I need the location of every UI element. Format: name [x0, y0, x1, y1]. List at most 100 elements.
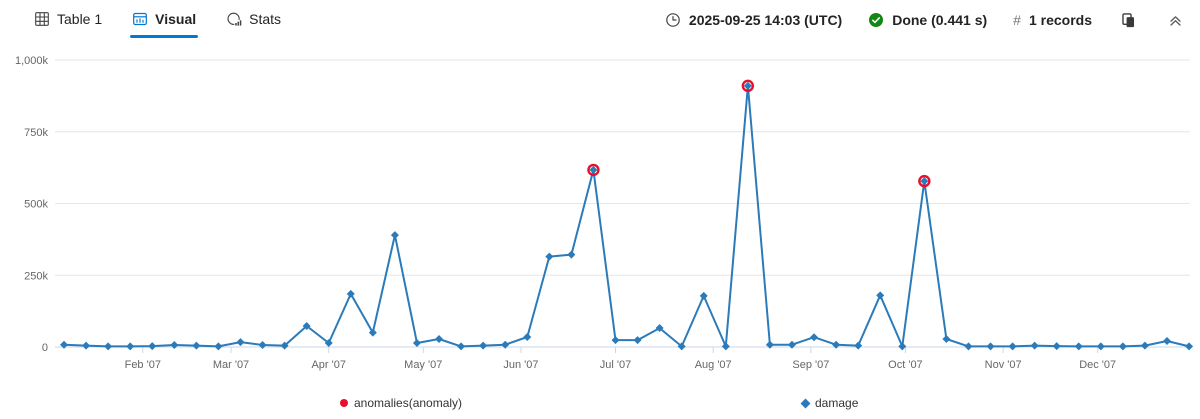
x-axis-label: Jun '07 — [503, 359, 538, 371]
data-point-marker[interactable] — [1118, 342, 1127, 351]
data-point-marker[interactable] — [1096, 342, 1105, 351]
legend-item-anomalies[interactable]: anomalies(anomaly) — [340, 396, 462, 410]
data-point-marker[interactable] — [170, 340, 179, 349]
data-point-marker[interactable] — [655, 324, 664, 333]
data-point-marker[interactable] — [942, 334, 951, 343]
clock-icon — [665, 12, 681, 28]
data-point-marker[interactable] — [1185, 342, 1194, 351]
table-grid-icon — [34, 11, 50, 27]
data-point-marker[interactable] — [589, 165, 598, 174]
tab-table1-label: Table 1 — [57, 11, 103, 27]
success-check-icon — [868, 12, 884, 28]
data-point-marker[interactable] — [876, 291, 885, 300]
data-point-marker[interactable] — [302, 322, 311, 331]
data-point-marker[interactable] — [1052, 342, 1061, 351]
x-axis-label: Dec '07 — [1079, 359, 1116, 371]
data-point-marker[interactable] — [810, 333, 819, 342]
data-point-marker[interactable] — [214, 342, 223, 351]
data-point-marker[interactable] — [258, 340, 267, 349]
y-axis-label: 500k — [24, 199, 48, 211]
anomaly-marker[interactable] — [918, 174, 931, 188]
visual-chart-icon — [132, 11, 148, 27]
data-point-marker[interactable] — [148, 342, 157, 351]
data-point-marker[interactable] — [832, 340, 841, 349]
data-point-marker[interactable] — [765, 340, 774, 349]
data-point-marker[interactable] — [457, 342, 466, 351]
data-point-marker[interactable] — [390, 231, 399, 240]
data-point-marker[interactable] — [126, 342, 135, 351]
x-axis-label: Oct '07 — [888, 359, 923, 371]
data-point-marker[interactable] — [898, 342, 907, 351]
record-count-text: 1 records — [1028, 12, 1092, 28]
collapse-panel-button[interactable] — [1165, 10, 1186, 31]
query-timestamp: 2025-09-25 14:03 (UTC) — [665, 12, 842, 28]
data-point-marker[interactable] — [479, 341, 488, 350]
data-point-marker[interactable] — [743, 81, 752, 90]
x-axis-label: Feb '07 — [125, 359, 161, 371]
data-point-marker[interactable] — [854, 341, 863, 350]
data-point-marker[interactable] — [60, 340, 68, 349]
legend-item-damage[interactable]: damage — [800, 396, 859, 410]
damage-legend-marker — [800, 398, 811, 408]
data-point-marker[interactable] — [1140, 341, 1149, 350]
data-point-marker[interactable] — [346, 289, 355, 298]
data-point-marker[interactable] — [567, 250, 576, 259]
x-axis-label: Jul '07 — [600, 359, 631, 371]
stats-icon — [226, 11, 242, 27]
tab-table1[interactable]: Table 1 — [32, 1, 104, 39]
data-point-marker[interactable] — [192, 341, 201, 350]
data-point-marker[interactable] — [677, 342, 686, 351]
query-timestamp-text: 2025-09-25 14:03 (UTC) — [688, 12, 843, 28]
data-point-marker[interactable] — [545, 252, 554, 261]
tab-stats[interactable]: Stats — [224, 1, 283, 39]
data-point-marker[interactable] — [1074, 342, 1083, 351]
results-tabs: Table 1 Visual — [32, 1, 283, 39]
damage-series-line — [63, 84, 1190, 348]
hash-icon: # — [1013, 12, 1021, 28]
data-point-marker[interactable] — [82, 341, 91, 350]
data-point-marker[interactable] — [236, 338, 245, 347]
data-point-marker[interactable] — [721, 342, 730, 351]
anomaly-legend-label: anomalies(anomaly) — [354, 396, 463, 410]
data-point-marker[interactable] — [501, 340, 510, 349]
data-point-marker[interactable] — [324, 338, 333, 347]
data-point-marker[interactable] — [920, 177, 929, 186]
data-point-marker[interactable] — [435, 334, 444, 343]
data-point-marker[interactable] — [412, 338, 421, 347]
data-point-marker[interactable] — [633, 336, 642, 345]
data-point-marker[interactable] — [368, 328, 377, 337]
data-point-marker[interactable] — [1008, 342, 1017, 351]
damage-legend-label: damage — [815, 396, 859, 410]
x-axis-label: Apr '07 — [311, 359, 346, 371]
x-axis-label: Mar '07 — [213, 359, 249, 371]
y-axis-label: 750k — [24, 127, 48, 139]
copy-results-button[interactable] — [1118, 10, 1139, 31]
y-axis-label: 250k — [24, 270, 48, 282]
data-point-marker[interactable] — [523, 332, 532, 341]
anomaly-marker[interactable] — [587, 163, 600, 177]
tab-visual-label: Visual — [155, 11, 197, 27]
data-point-marker[interactable] — [787, 340, 796, 349]
data-point-marker[interactable] — [964, 342, 973, 351]
x-axis-label: Sep '07 — [792, 359, 829, 371]
data-point-marker[interactable] — [1030, 341, 1039, 350]
tab-visual[interactable]: Visual — [130, 1, 199, 39]
x-axis-label: Aug '07 — [695, 359, 732, 371]
record-count: # 1 records — [1013, 12, 1092, 28]
data-point-marker[interactable] — [280, 341, 289, 350]
x-axis-label: Nov '07 — [985, 359, 1022, 371]
data-point-marker[interactable] — [1163, 336, 1171, 345]
query-status: Done (0.441 s) — [868, 12, 987, 28]
copy-icon — [1120, 12, 1137, 29]
data-point-marker[interactable] — [104, 342, 113, 351]
toolbar-status-area: 2025-09-25 14:03 (UTC) Done (0.441 s) # … — [665, 10, 1186, 31]
data-point-marker[interactable] — [699, 291, 708, 300]
data-point-marker[interactable] — [611, 336, 620, 345]
anomaly-marker[interactable] — [741, 79, 755, 93]
double-chevron-up-icon — [1167, 12, 1184, 29]
y-axis-label: 0 — [42, 342, 48, 354]
anomaly-legend-marker — [340, 399, 348, 407]
data-point-marker[interactable] — [986, 342, 995, 351]
